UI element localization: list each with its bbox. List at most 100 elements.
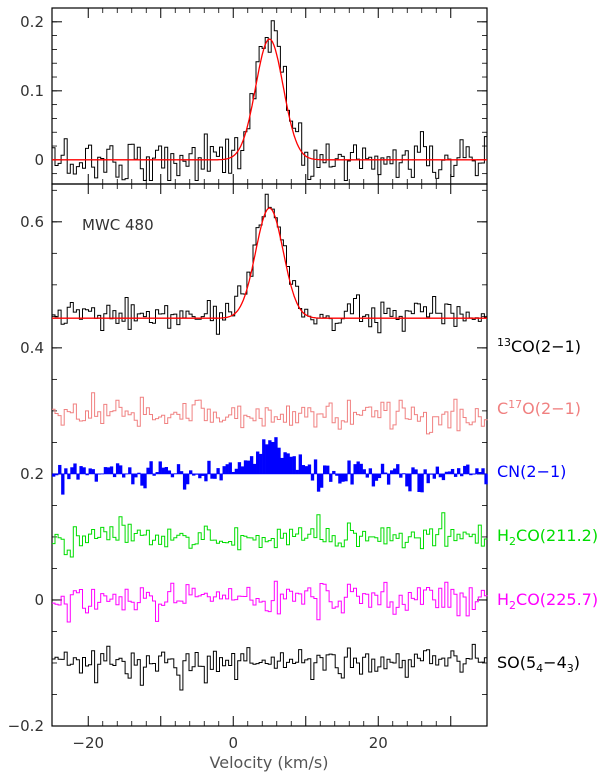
bar-CN <box>85 473 89 476</box>
bar-CN <box>146 467 150 474</box>
bar-CN <box>204 473 208 482</box>
bar-CN <box>234 468 239 474</box>
bar-CN <box>137 472 141 474</box>
bar-CN <box>329 473 333 482</box>
bar-CN <box>389 470 394 474</box>
bar-CN <box>301 465 306 474</box>
top-panel-y-ticks: 0 0.1 0.2 <box>20 8 487 184</box>
bar-CN <box>289 456 293 474</box>
bar-CN <box>256 451 260 474</box>
bar-CN <box>353 464 357 474</box>
bar-CN <box>344 473 348 482</box>
bar-CN <box>67 473 71 480</box>
bar-CN <box>460 473 464 477</box>
bar-CN <box>82 467 86 474</box>
bar-CN <box>225 464 229 474</box>
bar-CN <box>213 473 217 479</box>
bar-CN <box>277 447 281 474</box>
bar-CN <box>319 473 324 488</box>
y-tick-label: 0.4 <box>20 339 44 357</box>
bar-CN <box>484 473 488 485</box>
bar-CN <box>463 465 467 474</box>
bar-CN <box>161 467 165 474</box>
bar-CN <box>134 473 138 478</box>
bar-CN <box>310 473 315 481</box>
bar-CN <box>70 467 74 474</box>
bar-CN <box>128 467 132 474</box>
x-tick-label: 20 <box>369 734 388 752</box>
bar-CN <box>435 466 440 474</box>
bar-CN <box>112 473 117 478</box>
bar-CN <box>335 473 339 476</box>
bar-CN <box>122 473 126 478</box>
fit-line-13CO-fit <box>52 207 487 319</box>
spectrum-H2CO-211 <box>52 512 488 558</box>
bar-CN <box>179 471 184 474</box>
bar-CN <box>61 473 65 495</box>
label-c17o: C17O(2−1) <box>497 398 581 418</box>
bar-CN <box>338 473 342 484</box>
bottom-panel-frame <box>51 183 488 727</box>
bar-CN <box>347 460 351 474</box>
label-cn: CN(2−1) <box>497 462 566 481</box>
bar-CN <box>456 468 461 474</box>
bar-CN <box>399 473 403 478</box>
bar-CN <box>359 463 363 474</box>
bar-CN <box>189 470 193 474</box>
y-tick-label: 0.6 <box>20 213 44 231</box>
bar-CN <box>405 473 409 487</box>
bar-CN <box>441 473 446 481</box>
bar-CN <box>453 473 458 477</box>
bar-CN <box>52 473 56 477</box>
bar-CN <box>109 466 114 474</box>
bar-CN <box>295 469 299 474</box>
bottom-panel-ticks: −0.2 0 0.2 0.4 0.6 −20 0 20 <box>8 184 487 752</box>
bar-CN <box>374 473 379 481</box>
bar-CN <box>143 473 147 489</box>
bar-CN <box>417 473 421 492</box>
bar-CN <box>115 463 120 474</box>
fit-line-fit <box>52 38 487 161</box>
label-13co: 13CO(2−1) <box>497 336 581 356</box>
bar-CN <box>304 466 309 474</box>
bar-CN <box>237 462 242 474</box>
bar-CN <box>323 465 327 474</box>
spectrum-13CO <box>52 193 488 335</box>
x-axis-title: Velocity (km/s) <box>210 753 329 772</box>
bar-CN <box>286 453 290 474</box>
bottom-panel-plot <box>52 193 488 691</box>
bar-CN <box>240 466 245 474</box>
bar-CN <box>158 461 162 474</box>
y-tick-label: 0.1 <box>20 82 44 100</box>
bar-CN <box>438 473 443 478</box>
bar-CN <box>58 464 62 474</box>
bar-CN <box>371 473 376 487</box>
bar-CN <box>414 469 418 474</box>
bar-CN <box>332 470 336 474</box>
bar-CN <box>426 473 430 484</box>
y-tick-label: 0.2 <box>20 465 44 483</box>
spectrum-SO <box>52 643 488 691</box>
bar-CN <box>228 462 232 474</box>
bar-CN <box>408 473 412 492</box>
top-panel-frame <box>51 7 488 185</box>
bar-CN <box>432 473 436 479</box>
label-h2co-225: H2CO(225.7) <box>497 590 598 612</box>
bar-CN <box>249 456 254 474</box>
bar-CN <box>469 473 473 476</box>
bar-CN <box>91 469 95 474</box>
bar-CN <box>243 460 248 474</box>
bar-CN <box>73 463 77 474</box>
bar-CN <box>444 471 449 474</box>
bar-CN <box>222 466 226 474</box>
bar-CN <box>368 468 373 474</box>
bar-CN <box>380 463 385 474</box>
x-tick-label: 0 <box>228 734 238 752</box>
bar-CN <box>106 467 111 474</box>
bar-CN <box>377 473 382 479</box>
bar-CN <box>94 473 98 482</box>
bar-CN <box>268 440 272 474</box>
bar-CN <box>271 441 275 474</box>
spectrum-H2CO-225 <box>52 580 488 623</box>
bar-CN <box>149 461 153 474</box>
